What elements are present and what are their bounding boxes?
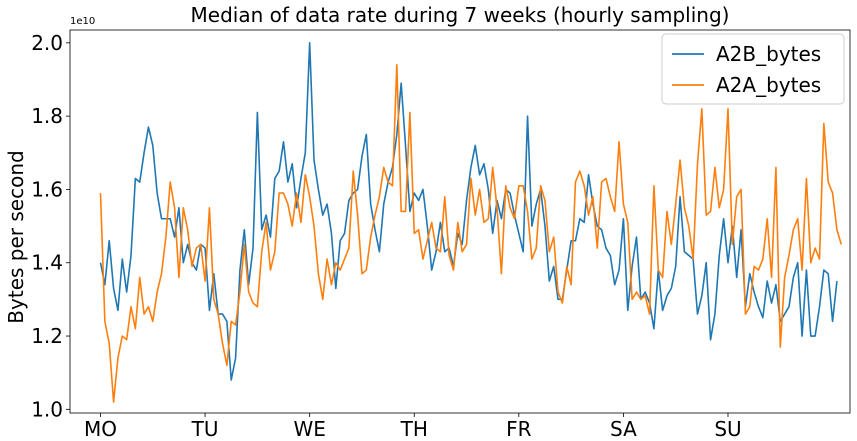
legend-box [661, 33, 845, 105]
series-line-A2B_bytes [99, 42, 838, 381]
legend: A2B_bytes A2A_bytes [661, 33, 845, 105]
x-tick-label: WE [293, 417, 325, 441]
x-tick-label: FR [506, 417, 532, 441]
y-axis-label: Bytes per second [4, 150, 28, 323]
series-layer [99, 42, 843, 403]
x-tick-label: SU [714, 417, 741, 441]
chart-title: Median of data rate during 7 weeks (hour… [191, 3, 730, 27]
x-tick-label: TH [400, 417, 428, 441]
y-tick-label: 1.8 [31, 104, 63, 128]
y-tick-label: 1.2 [31, 324, 63, 348]
legend-label-A2A_bytes: A2A_bytes [716, 73, 821, 97]
plot-frame [69, 29, 851, 414]
y-axis-offset-label: 1e10 [70, 16, 95, 27]
x-tick-label: MO [84, 417, 117, 441]
y-tick-label: 1.0 [31, 397, 63, 421]
legend-label-A2B_bytes: A2B_bytes [716, 42, 821, 66]
axes: 1.0 1.2 1.4 1.6 1.8 2.0 MO TU WE TH FR SA SU [31, 29, 851, 441]
x-tick-label: TU [191, 417, 219, 441]
y-tick-label: 2.0 [31, 31, 63, 55]
y-tick-label: 1.6 [31, 177, 63, 201]
x-tick-label: SA [610, 417, 637, 441]
series-line-A2A_bytes [99, 64, 843, 403]
y-tick-label: 1.4 [31, 251, 63, 275]
